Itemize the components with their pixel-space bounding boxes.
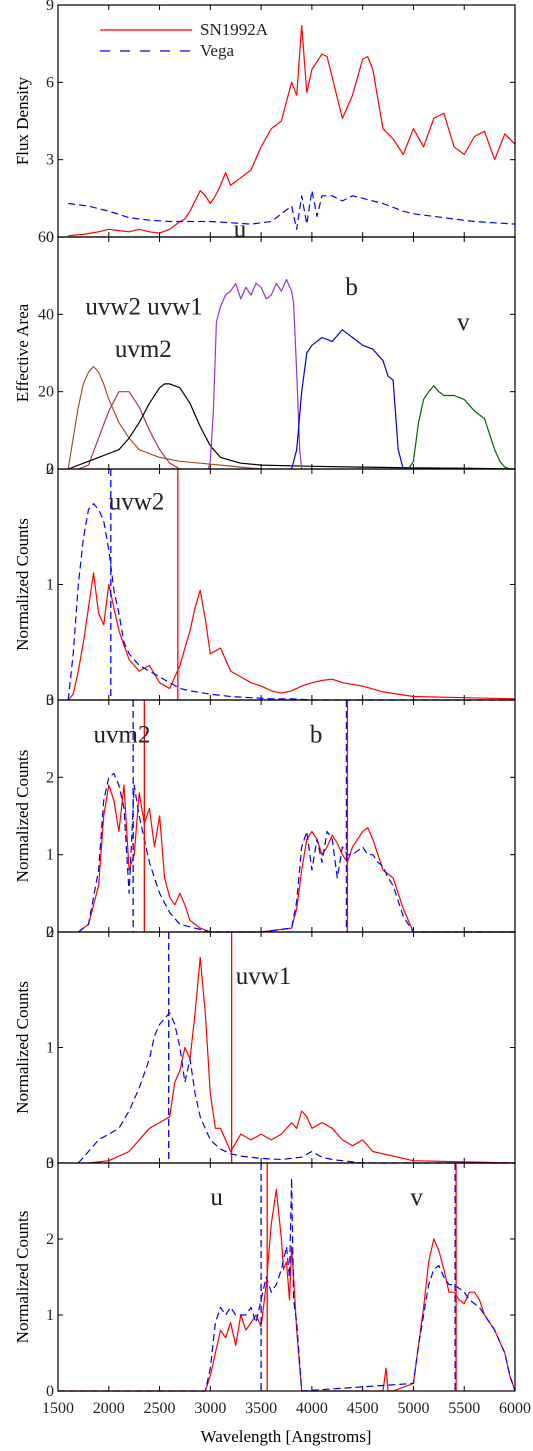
series-line-sn1992a (77, 784, 515, 933)
filter-label: b (345, 274, 358, 301)
series-line-vega (68, 190, 516, 230)
series-line-vega (77, 772, 515, 933)
series-line-sn1992a (68, 25, 516, 237)
y-axis-title: Flux Density (13, 76, 32, 165)
y-tick-label: 9 (46, 0, 54, 14)
y-tick-label: 3 (46, 692, 54, 709)
y-tick-label: 20 (38, 384, 54, 401)
series-line-uvw2 (67, 365, 262, 470)
y-tick-label: 0 (46, 1155, 54, 1172)
y-tick-label: 2 (46, 924, 54, 941)
x-tick-label: 6000 (499, 1400, 531, 1417)
series-line-v (407, 385, 511, 470)
filter-label: v (457, 309, 470, 336)
x-tick-labels: 1500 2000 2500 3000 3500 4000 4500 5000 5500 6000 (42, 1400, 531, 1417)
plot-frame (57, 1162, 516, 1392)
filter-label: uvm2 (115, 336, 172, 363)
panel-3: 0 1 2 Normalized Counts uvw2 (13, 461, 516, 709)
y-axis-title: Effective Area (13, 303, 32, 402)
filter-label: uvw1 (236, 963, 292, 990)
x-tick-label: 1500 (42, 1400, 74, 1417)
series-line-sn1992a (58, 1189, 516, 1392)
series-line-sn1992a (67, 572, 516, 701)
series-line-vega (58, 1177, 516, 1392)
filter-label: v (410, 1184, 423, 1211)
series-line-vega (77, 1012, 515, 1164)
x-tick-label: 2000 (93, 1400, 125, 1417)
x-tick-label: 5500 (448, 1400, 480, 1417)
x-tick-label: 4500 (347, 1400, 379, 1417)
y-tick-label: 2 (46, 1231, 54, 1248)
y-axis-title: Normalized Counts (13, 1211, 32, 1344)
y-axis-title: Normalized Counts (13, 981, 32, 1114)
series-line-uvm2 (78, 391, 181, 470)
y-tick-label: 0 (46, 924, 54, 941)
panel-4: 0 1 2 3 Normalized Counts uvm2 b (13, 692, 516, 941)
filter-label: uvw2 (109, 488, 165, 515)
y-tick-label: 40 (38, 306, 54, 323)
x-tick-label: 2500 (144, 1400, 176, 1417)
y-tick-label: 3 (46, 152, 54, 169)
x-axis-title: Wavelength [Angstroms] (201, 1427, 372, 1446)
y-tick-label: 0 (46, 692, 54, 709)
legend: SN1992A Vega (100, 20, 269, 60)
y-tick-label: 60 (38, 229, 54, 246)
x-tick-label: 4000 (296, 1400, 328, 1417)
y-tick-label: 0 (46, 461, 54, 478)
y-tick-label: 3 (46, 1155, 54, 1172)
panel-5: 0 1 2 Normalized Counts uvw1 (13, 924, 516, 1172)
x-tick-label: 5000 (397, 1400, 429, 1417)
series-line-uvw1 (67, 383, 516, 470)
y-tick-label: 1 (46, 1307, 54, 1324)
y-tick-label: 1 (46, 847, 54, 864)
filter-label: uvm2 (94, 722, 151, 749)
y-tick-label: 0 (46, 229, 54, 246)
series-line-vega (67, 503, 515, 701)
legend-label: Vega (200, 41, 234, 60)
y-tick-label: 1 (46, 1040, 54, 1057)
y-axis-title: Normalized Counts (13, 750, 32, 883)
filter-label: uvw2 uvw1 (85, 293, 202, 320)
y-axis-title: Normalized Counts (13, 518, 32, 651)
y-tick-label: 2 (46, 769, 54, 786)
legend-label: SN1992A (200, 20, 269, 39)
x-tick-label: 3500 (245, 1400, 277, 1417)
panel-1: 0 3 6 9 Flux Density SN1992A Vega (13, 0, 516, 246)
y-tick-label: 2 (46, 461, 54, 478)
filter-label: u (210, 1184, 223, 1211)
series-line-b (291, 329, 404, 470)
x-tick-label: 3000 (194, 1400, 226, 1417)
y-tick-label: 6 (46, 74, 54, 91)
filter-label: u (234, 216, 247, 243)
y-tick-label: 0 (46, 1383, 54, 1400)
series-line-u (207, 278, 303, 470)
panel-6: 0 1 2 3 Normalized Counts u v (13, 1155, 516, 1400)
y-tick-label: 1 (46, 577, 54, 594)
filter-label: b (310, 722, 323, 749)
series-line-sn1992a (88, 956, 516, 1164)
